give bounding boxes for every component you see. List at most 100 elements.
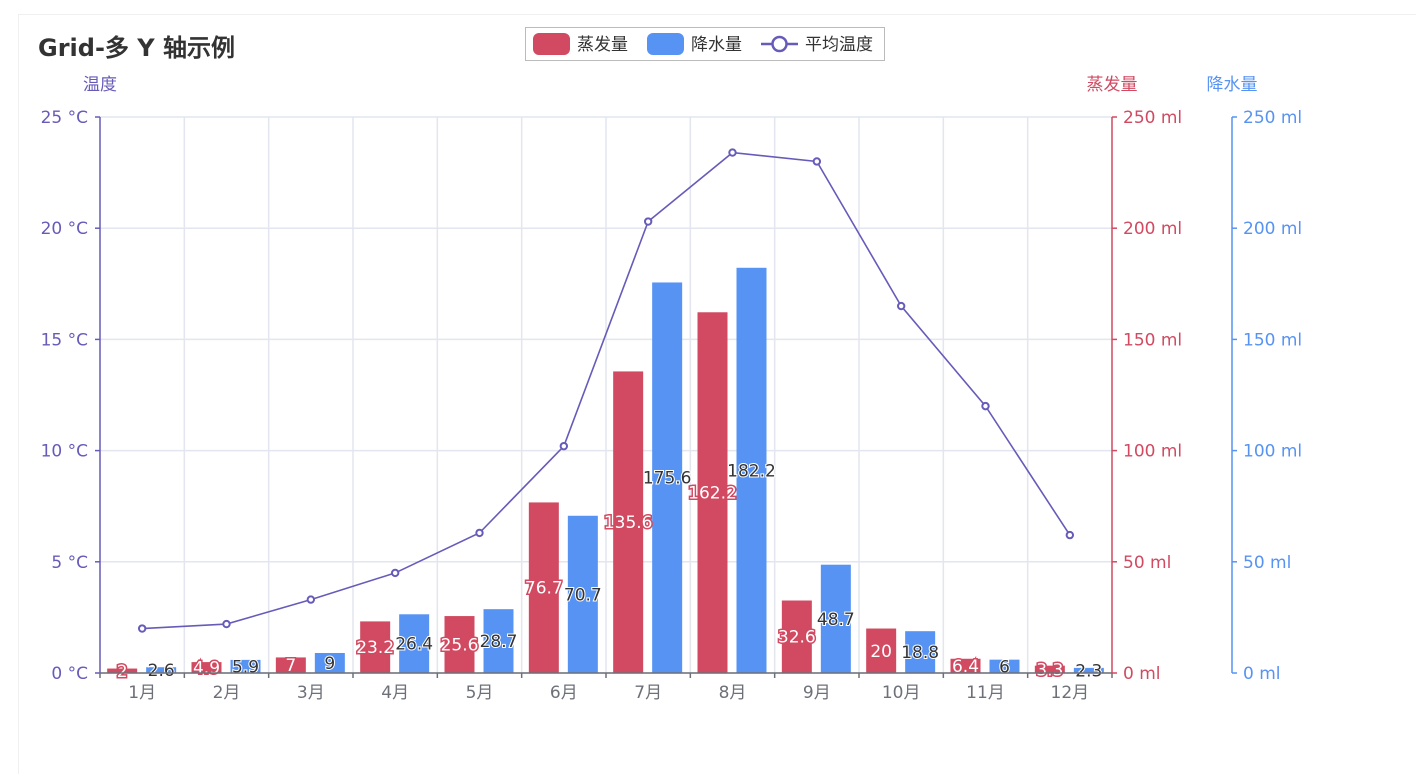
- evaporation-value-label: 23.2: [356, 638, 394, 658]
- precipitation-axis-name: 降水量: [1207, 75, 1258, 95]
- precipitation-value-label: 2.6: [148, 661, 175, 681]
- evaporation-value-label: 162.2: [688, 484, 737, 504]
- precipitation-bar: [230, 659, 261, 673]
- evaporation-bar: [360, 621, 391, 673]
- precipitation-bar: [146, 667, 177, 673]
- precipitation-value-label: 2.3: [1075, 661, 1102, 681]
- x-tick-label: 10月: [882, 683, 921, 703]
- precipitation-value-label: 26.4: [395, 635, 433, 655]
- precipitation-value-label: 182.2: [727, 461, 776, 481]
- evaporation-bar: [697, 312, 728, 673]
- evaporation-axis-name: 蒸发量: [1087, 75, 1138, 95]
- temperature-tick-label: 10 °C: [41, 442, 88, 462]
- x-tick-label: 5月: [466, 683, 494, 703]
- evaporation-bar: [444, 616, 475, 673]
- temperature-point: [981, 401, 990, 411]
- evaporation-tick-label: 100 ml: [1123, 442, 1182, 462]
- temperature-point: [137, 624, 147, 633]
- precipitation-value-label: 6: [999, 657, 1010, 677]
- precipitation-tick-label: 100 ml: [1243, 442, 1302, 462]
- x-tick-label: 4月: [381, 683, 409, 703]
- evaporation-value-label: 6.4: [952, 657, 979, 677]
- evaporation-bar: [191, 662, 222, 673]
- evaporation-tick-label: 150 ml: [1123, 330, 1182, 350]
- precipitation-tick-label: 50 ml: [1243, 553, 1291, 573]
- evaporation-bar: [781, 600, 812, 673]
- x-tick-label: 9月: [803, 683, 831, 703]
- precipitation-value-label: 18.8: [901, 643, 939, 663]
- x-tick-label: 12月: [1051, 683, 1090, 703]
- precipitation-tick-label: 250 ml: [1243, 108, 1302, 128]
- evaporation-bar: [528, 502, 559, 673]
- temperature-tick-label: 25 °C: [41, 108, 88, 128]
- evaporation-bar: [866, 628, 897, 673]
- precipitation-bar: [1073, 667, 1104, 673]
- temperature-axis-name: 温度: [83, 75, 117, 95]
- precipitation-value-label: 70.7: [564, 585, 602, 605]
- x-tick-label: 1月: [128, 683, 156, 703]
- x-tick-label: 11月: [966, 683, 1005, 703]
- precipitation-bar: [399, 614, 430, 673]
- evaporation-value-label: 20: [870, 642, 892, 662]
- evaporation-bar: [275, 657, 306, 673]
- temperature-tick-label: 5 °C: [51, 553, 88, 573]
- x-tick-label: 7月: [634, 683, 662, 703]
- precipitation-tick-label: 150 ml: [1243, 330, 1302, 350]
- precipitation-tick-label: 200 ml: [1243, 219, 1302, 239]
- temperature-point: [390, 568, 400, 578]
- temperature-tick-label: 15 °C: [41, 330, 88, 350]
- precipitation-tick-label: 0 ml: [1243, 664, 1281, 684]
- evaporation-tick-label: 250 ml: [1123, 108, 1182, 128]
- evaporation-tick-label: 50 ml: [1123, 553, 1171, 573]
- x-tick-label: 8月: [719, 683, 747, 703]
- precipitation-bar: [314, 652, 345, 673]
- temperature-point: [306, 595, 316, 604]
- evaporation-tick-label: 0 ml: [1123, 664, 1161, 684]
- evaporation-value-label: 25.6: [441, 636, 479, 656]
- evaporation-value-label: 32.6: [778, 628, 816, 648]
- legend-box: [525, 27, 885, 61]
- precipitation-value-label: 9: [324, 654, 335, 674]
- temperature-point: [728, 148, 737, 157]
- temperature-point: [1065, 530, 1075, 540]
- precipitation-value-label: 48.7: [817, 610, 855, 630]
- evaporation-bar: [1034, 665, 1065, 673]
- x-tick-label: 3月: [297, 683, 325, 703]
- precipitation-bar: [567, 515, 598, 673]
- precipitation-bar: [736, 267, 767, 673]
- evaporation-value-label: 76.7: [525, 579, 563, 599]
- temperature-point: [559, 441, 569, 451]
- precipitation-bar: [989, 659, 1020, 673]
- precipitation-bar: [483, 609, 514, 673]
- chart-title: Grid-多 Y 轴示例: [38, 34, 235, 62]
- temperature-line: [142, 151, 1071, 630]
- precipitation-bar: [905, 631, 936, 673]
- evaporation-value-label: 7: [285, 656, 296, 676]
- legend-temperature-label: 平均温度: [805, 35, 873, 55]
- x-tick-label: 2月: [213, 683, 241, 703]
- evaporation-value-label: 3.3: [1036, 660, 1063, 680]
- temperature-point: [222, 619, 231, 629]
- legend-evaporation-label: 蒸发量: [577, 35, 628, 55]
- precipitation-value-label: 175.6: [643, 469, 692, 489]
- evaporation-bar: [950, 658, 981, 673]
- temperature-tick-label: 20 °C: [41, 219, 88, 239]
- evaporation-bar: [613, 371, 644, 673]
- evaporation-value-label: 2: [117, 662, 128, 682]
- temperature-point: [475, 528, 484, 538]
- precipitation-value-label: 28.7: [480, 632, 518, 652]
- evaporation-value-label: 4.9: [193, 659, 220, 679]
- legend-precipitation-swatch: [647, 33, 684, 55]
- legend-temperature-marker: [771, 35, 788, 53]
- legend-precipitation-label: 降水量: [691, 35, 742, 55]
- temperature-tick-label: 0 °C: [51, 664, 88, 684]
- evaporation-value-label: 135.6: [604, 513, 653, 533]
- temperature-point: [643, 217, 653, 226]
- precipitation-value-label: 5.9: [232, 657, 259, 677]
- precipitation-bar: [820, 564, 851, 673]
- temperature-point: [812, 157, 822, 166]
- evaporation-bar: [107, 668, 138, 673]
- x-tick-label: 6月: [550, 683, 578, 703]
- legend-evaporation-swatch: [533, 33, 570, 55]
